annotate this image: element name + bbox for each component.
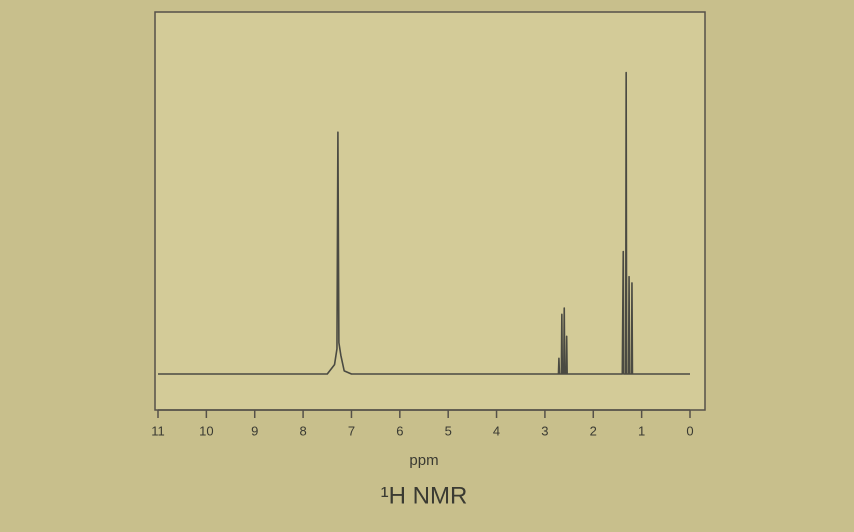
x-tick-label: 1 bbox=[638, 423, 645, 438]
x-tick-label: 7 bbox=[348, 423, 355, 438]
chart-title: ¹H NMR bbox=[381, 482, 468, 509]
x-tick-label: 5 bbox=[445, 423, 452, 438]
x-tick-label: 0 bbox=[686, 423, 693, 438]
plot-frame bbox=[154, 11, 706, 411]
x-tick-label: 11 bbox=[151, 423, 165, 438]
x-tick-label: 3 bbox=[541, 423, 548, 438]
x-tick-label: 6 bbox=[396, 423, 403, 438]
x-tick-label: 9 bbox=[251, 423, 258, 438]
x-tick-label: 8 bbox=[299, 423, 306, 438]
x-tick-label: 2 bbox=[590, 423, 597, 438]
x-tick-label: 10 bbox=[199, 423, 213, 438]
spectrum-line bbox=[158, 71, 690, 375]
x-tick-label: 4 bbox=[493, 423, 500, 438]
x-axis-label: ppm bbox=[409, 452, 438, 469]
